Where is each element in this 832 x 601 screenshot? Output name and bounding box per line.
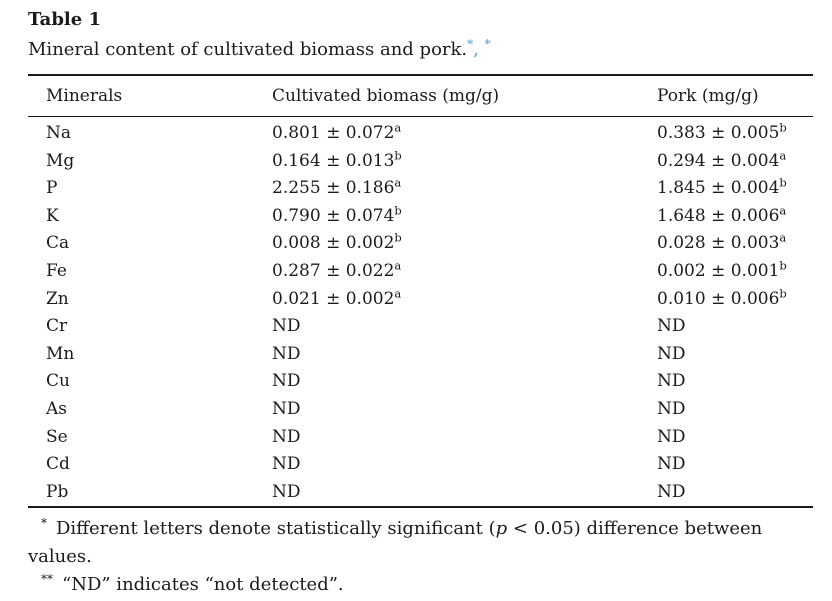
table-row: K 0.790 ± 0.074b 1.648 ± 0.006a (28, 203, 813, 231)
mineral-name-cell: Ca (46, 233, 70, 254)
pork-value-cell: 0.383 ± 0.005b (657, 120, 787, 143)
table-row: Mn ND ND (28, 341, 813, 369)
table-row: Se ND ND (28, 424, 813, 452)
table-row: Na 0.801 ± 0.072a 0.383 ± 0.005b (28, 117, 813, 148)
footnote-2-text: “ND” indicates “not detected”. (62, 574, 344, 596)
pork-value-cell: 0.028 ± 0.003a (657, 230, 787, 254)
mineral-name-cell: Se (46, 426, 68, 447)
biomass-value-cell: 2.255 ± 0.186a (272, 175, 402, 199)
mineral-name-cell: Cu (46, 371, 70, 392)
table-row: Cu ND ND (28, 368, 813, 396)
biomass-value-cell: 0.801 ± 0.072a (272, 120, 402, 143)
table-row: As ND ND (28, 396, 813, 424)
column-header-minerals: Minerals (28, 75, 272, 117)
mineral-name-cell: P (46, 178, 58, 199)
table-row: Pb ND ND (28, 479, 813, 508)
mineral-name-cell: Zn (46, 288, 69, 309)
table-row: Zn 0.021 ± 0.002a 0.010 ± 0.006b (28, 286, 813, 314)
biomass-value-cell: 0.790 ± 0.074b (272, 203, 402, 226)
biomass-value-cell: ND (272, 398, 301, 419)
biomass-value-cell: 0.287 ± 0.022a (272, 258, 402, 281)
pork-value-cell: 1.845 ± 0.004b (657, 175, 787, 199)
table-row: Cr ND ND (28, 313, 813, 341)
significance-letter: b (394, 203, 402, 218)
pork-value-cell: 0.294 ± 0.004a (657, 147, 787, 171)
significance-letter: b (394, 147, 402, 162)
pork-value-cell: ND (657, 454, 686, 475)
pork-value-cell: 0.010 ± 0.006b (657, 285, 787, 309)
table-caption: Mineral content of cultivated biomass an… (28, 37, 813, 62)
significance-letter: a (394, 258, 402, 273)
table-row: P 2.255 ± 0.186a 1.845 ± 0.004b (28, 175, 813, 203)
biomass-value-cell: ND (272, 481, 301, 502)
significance-letter: a (394, 120, 402, 135)
biomass-value-cell: ND (272, 426, 301, 447)
mineral-name-cell: K (46, 205, 59, 226)
mineral-name-cell: Cr (46, 316, 68, 337)
table-row: Mg 0.164 ± 0.013b 0.294 ± 0.004a (28, 148, 813, 176)
mineral-name-cell: As (46, 398, 68, 419)
biomass-value-cell: ND (272, 316, 301, 337)
significance-letter: b (779, 258, 787, 273)
mineral-name-cell: Mn (46, 343, 75, 364)
pork-value-cell: ND (657, 343, 686, 364)
pork-value-cell: ND (657, 398, 686, 419)
significance-letter: b (394, 230, 402, 245)
table-header: Minerals Cultivated biomass (mg/g) Pork … (28, 75, 813, 117)
table-row: Cd ND ND (28, 451, 813, 479)
significance-letter: a (394, 285, 402, 300)
mineral-name-cell: Na (46, 123, 72, 143)
footnote-1-italic-p: p (495, 518, 508, 540)
table-body: Na 0.801 ± 0.072a 0.383 ± 0.005b Mg 0.164 ± … (28, 117, 813, 508)
header-row: Minerals Cultivated biomass (mg/g) Pork … (28, 75, 813, 117)
footnote-marker-1: * (41, 516, 47, 531)
mineral-name-cell: Pb (46, 481, 69, 502)
pork-value-cell: ND (657, 481, 686, 502)
mineral-name-cell: Fe (46, 260, 67, 281)
biomass-value-cell: 0.164 ± 0.013b (272, 147, 402, 171)
caption-text: Mineral content of cultivated biomass an… (28, 39, 468, 60)
table-row: Ca 0.008 ± 0.002b 0.028 ± 0.003a (28, 230, 813, 258)
pork-value-cell: 1.648 ± 0.006a (657, 203, 787, 226)
biomass-value-cell: 0.008 ± 0.002b (272, 230, 402, 254)
footnote-1-text-post: < 0.05) difference between values. (28, 518, 763, 568)
mineral-name-cell: Mg (46, 150, 75, 171)
pork-value-cell: ND (657, 316, 686, 337)
caption-footnote-link-1[interactable]: * (467, 37, 474, 51)
mineral-content-table: Minerals Cultivated biomass (mg/g) Pork … (28, 74, 813, 509)
significance-letter: b (779, 285, 787, 300)
significance-letter: a (779, 147, 787, 162)
pork-value-cell: ND (657, 426, 686, 447)
biomass-value-cell: ND (272, 371, 301, 392)
significance-letter: b (779, 120, 787, 135)
biomass-value-cell: 0.021 ± 0.002a (272, 285, 402, 309)
significance-letter: a (779, 230, 787, 245)
pork-value-cell: 0.002 ± 0.001b (657, 258, 787, 281)
footnote-significance: * Different letters denote statistically … (28, 515, 813, 571)
footnote-nd-definition: ** “ND” indicates “not detected”. (28, 571, 813, 599)
pork-value-cell: ND (657, 371, 686, 392)
column-header-biomass: Cultivated biomass (mg/g) (272, 75, 657, 117)
caption-footnote-link-2[interactable]: * (484, 37, 491, 51)
biomass-value-cell: ND (272, 343, 301, 364)
footnote-marker-2: ** (41, 572, 53, 587)
biomass-value-cell: ND (272, 454, 301, 475)
significance-letter: b (779, 175, 787, 190)
column-header-pork: Pork (mg/g) (657, 75, 813, 117)
footnotes-section: * Different letters denote statistically … (28, 515, 813, 599)
footnote-1-text-pre: Different letters denote statistically s… (56, 518, 496, 540)
table-row: Fe 0.287 ± 0.022a 0.002 ± 0.001b (28, 258, 813, 286)
significance-letter: a (394, 175, 402, 190)
table-label: Table 1 (28, 9, 102, 30)
mineral-name-cell: Cd (46, 454, 70, 475)
significance-letter: a (779, 203, 787, 218)
caption-marker-separator: , (473, 39, 485, 60)
